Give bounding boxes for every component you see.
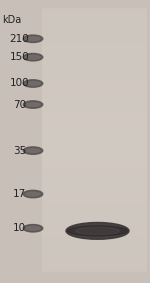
Text: 17: 17: [13, 189, 26, 199]
Ellipse shape: [23, 53, 43, 61]
Text: 150: 150: [10, 52, 29, 62]
Text: 70: 70: [13, 100, 26, 110]
Ellipse shape: [26, 82, 40, 85]
Ellipse shape: [26, 103, 40, 106]
Ellipse shape: [26, 55, 40, 59]
Text: 100: 100: [10, 78, 29, 89]
Ellipse shape: [26, 192, 40, 196]
Ellipse shape: [23, 80, 43, 87]
Ellipse shape: [23, 35, 43, 42]
Ellipse shape: [23, 224, 43, 232]
Ellipse shape: [26, 149, 40, 152]
Ellipse shape: [23, 190, 43, 198]
Ellipse shape: [23, 101, 43, 108]
Ellipse shape: [26, 227, 40, 230]
Ellipse shape: [26, 37, 40, 40]
Ellipse shape: [66, 222, 129, 239]
Text: 35: 35: [13, 146, 26, 156]
Text: 10: 10: [13, 223, 26, 233]
Ellipse shape: [23, 147, 43, 154]
Ellipse shape: [68, 226, 128, 236]
Ellipse shape: [75, 227, 120, 235]
Text: 210: 210: [10, 34, 29, 44]
Text: kDa: kDa: [2, 15, 22, 25]
